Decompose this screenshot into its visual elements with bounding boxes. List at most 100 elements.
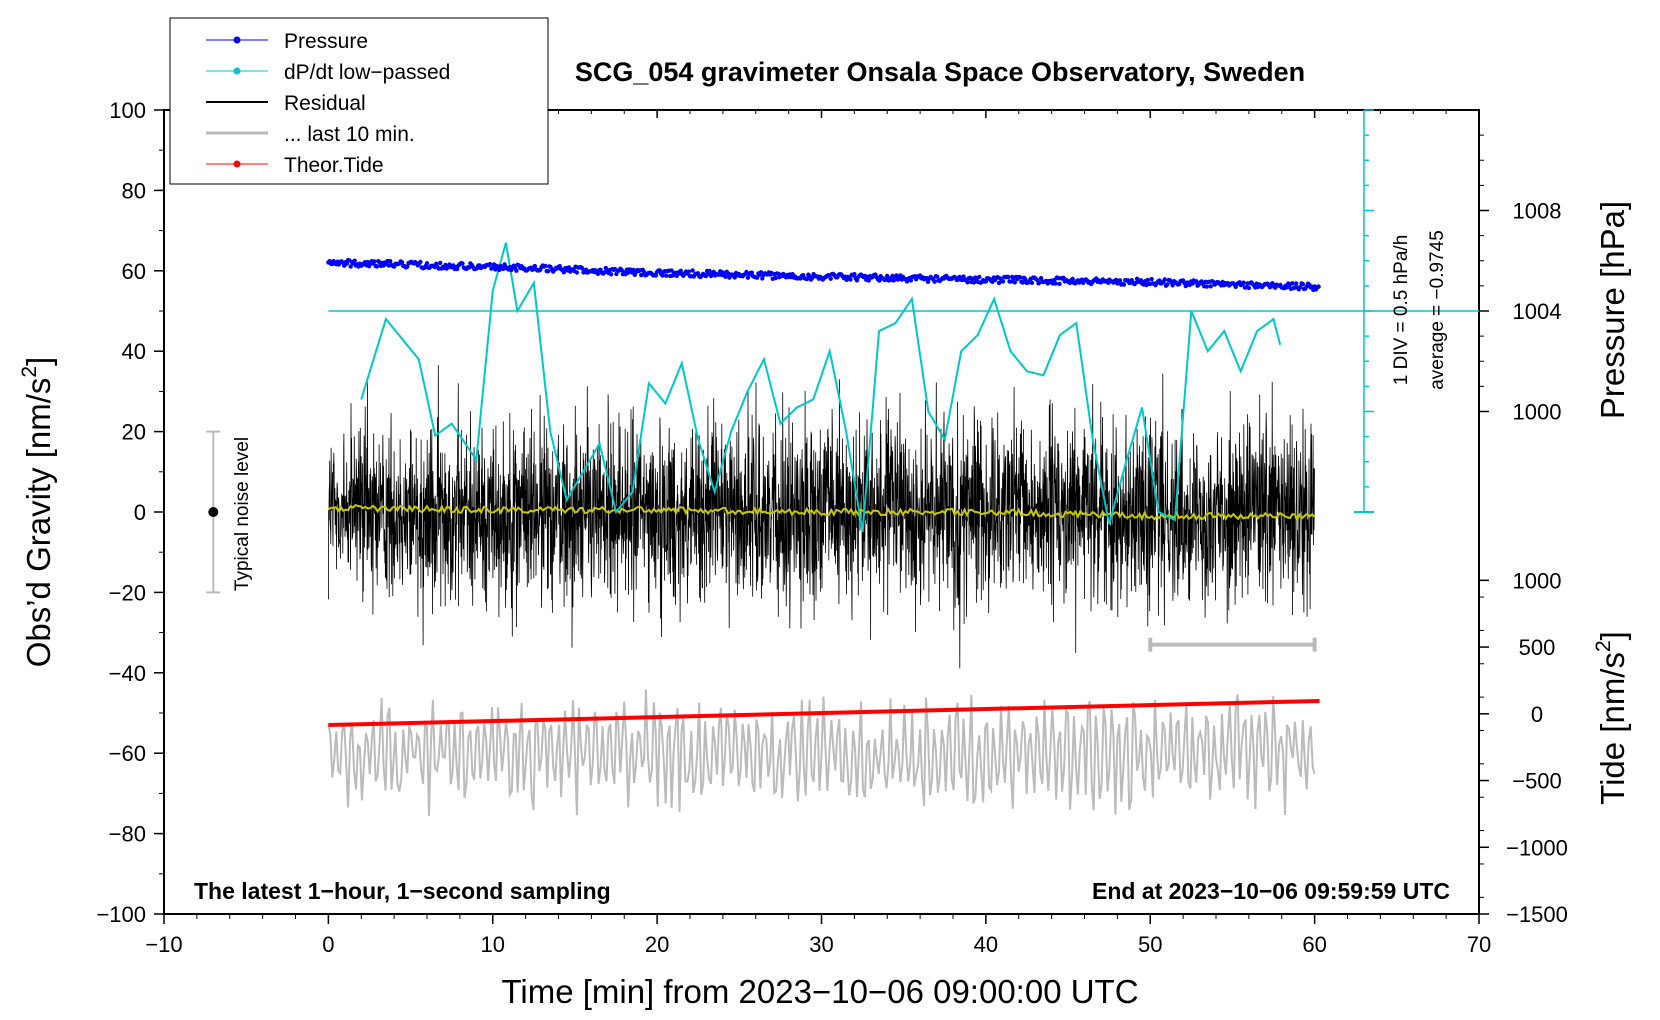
note-bottom-right: End at 2023−10−06 09:59:59 UTC [1092, 878, 1450, 904]
pressure-dot [352, 258, 357, 263]
x-tick-label: 0 [322, 932, 334, 957]
pressure-dot [657, 268, 662, 273]
pressure-dot [1023, 277, 1028, 282]
pressure-series [326, 257, 1321, 293]
pressure-dot [925, 279, 931, 284]
pressure-dot [532, 263, 537, 269]
y-tick-label: 20 [122, 420, 146, 445]
legend-label-pressure: Pressure [284, 30, 368, 53]
pressure-dot [1149, 276, 1154, 282]
pressure-dot [460, 261, 465, 266]
pressure-dot [1241, 280, 1246, 285]
noise-bar-dot [208, 507, 219, 517]
y-tick-label: 100 [109, 98, 146, 123]
pressure-dot [545, 269, 551, 274]
pressure-dot [1008, 279, 1014, 284]
y-tick-label: −100 [96, 902, 146, 927]
pressure-dot [1170, 283, 1175, 288]
pressure-dot [664, 273, 669, 278]
x-tick-label: 50 [1138, 932, 1162, 957]
pressure-dot [828, 276, 833, 281]
axis-ticks: −10 0 10 20 30 40 50 60 70100806040200−20−40−60−… [96, 98, 1567, 957]
y-tick-label: −20 [109, 580, 146, 605]
average-label: average = −0.9745 [1427, 230, 1448, 390]
tide-tick-label: 1000 [1513, 568, 1562, 593]
pressure-dot [1194, 279, 1199, 284]
legend-marker-dpdt [233, 67, 241, 75]
div-scale-label: 1 DIV = 0.5 hPa/h [1391, 235, 1412, 386]
last10-series [327, 689, 1316, 816]
pressure-dot [866, 278, 871, 283]
x-tick-label: 10 [481, 932, 505, 957]
pressure-dot [760, 276, 765, 281]
pressure-dot [848, 277, 853, 282]
tide-tick-label: −1500 [1506, 902, 1568, 927]
pressure-dot [908, 278, 914, 283]
y-tick-label: 60 [122, 259, 146, 284]
pressure-dot [1162, 277, 1167, 282]
pressure-dot [1208, 284, 1213, 289]
pressure-dot [1204, 284, 1210, 289]
residual-smoothed-series [327, 503, 1316, 522]
pressure-dot [935, 274, 940, 279]
legend-label-tide: Theor.Tide [284, 154, 384, 177]
pressure-dot [348, 264, 353, 269]
pressure-dot [1006, 274, 1011, 280]
pressure-dot [1012, 280, 1017, 285]
legend-marker-pressure [233, 36, 241, 44]
pressure-dot [438, 260, 443, 266]
pressure-dot [660, 273, 665, 278]
x-tick-label: 20 [645, 932, 669, 957]
legend-label-dpdt: dP/dt low−passed [284, 61, 450, 84]
pressure-dot [690, 268, 695, 273]
pressure-dot [639, 272, 644, 278]
pressure-dot [1117, 278, 1123, 283]
pressure-dot [749, 270, 754, 275]
pressure-dot [514, 268, 519, 273]
legend-marker-tide [233, 160, 241, 168]
x-tick-label: 60 [1302, 932, 1326, 957]
dpdt-line [360, 242, 1282, 533]
tide-line [328, 698, 1320, 728]
pressure-dot [388, 259, 393, 264]
pressure-dot [1246, 285, 1252, 291]
last10-line [327, 689, 1316, 816]
x-tick-label: 70 [1467, 932, 1491, 957]
pressure-dot [965, 280, 970, 285]
pressure-dot [372, 259, 377, 264]
pressure-dot [561, 270, 566, 275]
pressure-dot [852, 272, 857, 277]
pressure-dot [678, 268, 683, 273]
pressure-tick-label: 1000 [1513, 400, 1562, 425]
pressure-dot [1121, 282, 1127, 287]
y-tick-label: 40 [122, 339, 146, 364]
pressure-dot [1183, 283, 1189, 289]
pressure-dot [653, 273, 658, 278]
pressure-dot [626, 270, 631, 275]
y-tick-label: −60 [109, 741, 146, 766]
pressure-dot [1017, 275, 1023, 280]
pressure-dot [1298, 285, 1303, 290]
pressure-tick-label: 1008 [1513, 199, 1562, 224]
legend-label-last10: ... last 10 min. [284, 123, 415, 146]
pressure-dot [1029, 280, 1035, 285]
tide-tick-label: 0 [1531, 702, 1543, 727]
pressure-dot [1294, 281, 1299, 286]
pressure-tick-label: 1004 [1513, 299, 1562, 324]
pressure-dot [1316, 284, 1321, 289]
tide-tick-label: −1000 [1506, 835, 1568, 860]
legend-label-residual: Residual [284, 92, 366, 115]
pressure-dot [977, 274, 982, 280]
x-tick-label: 30 [809, 932, 833, 957]
tide-tick-label: 500 [1519, 635, 1556, 660]
pressure-dot [574, 270, 580, 275]
y-axis-title-pressure: Pressure [hPa] [1594, 201, 1631, 419]
note-bottom-left: The latest 1−hour, 1−second sampling [194, 878, 611, 904]
x-tick-label: −10 [145, 932, 182, 957]
x-tick-label: 40 [974, 932, 998, 957]
pressure-dot [1138, 278, 1144, 283]
pressure-dot [1057, 281, 1062, 287]
pressure-dot [773, 275, 778, 281]
pressure-dot [399, 260, 405, 265]
